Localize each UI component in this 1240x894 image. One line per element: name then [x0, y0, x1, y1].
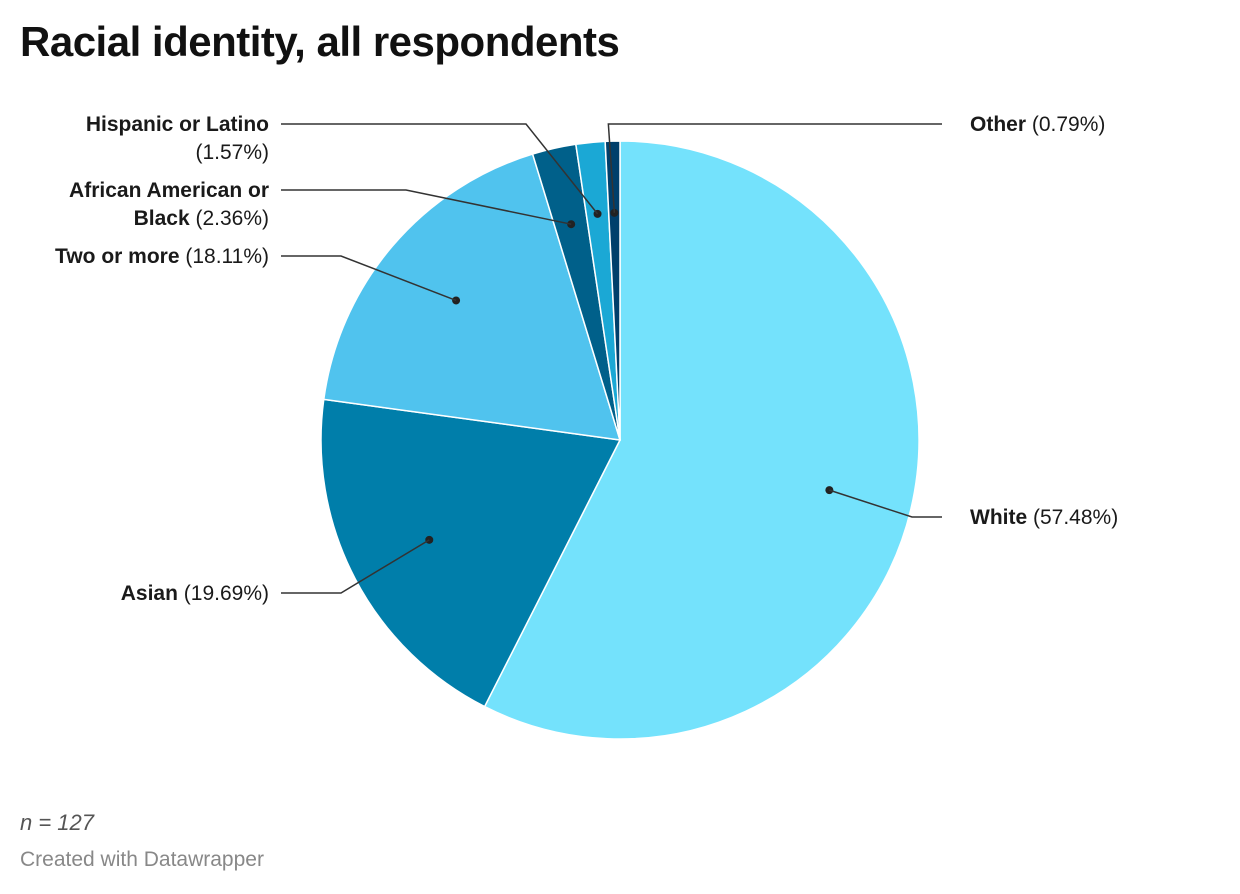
- slice-label-african-american-or-black: African American or: [69, 179, 269, 202]
- leader-line-african-american-or-black: [281, 189, 572, 225]
- leader-lines: [281, 123, 942, 594]
- slice-label-asian: Asian (19.69%): [121, 582, 269, 605]
- leader-line-other: [607, 123, 942, 213]
- slice-label-other: Other (0.79%): [970, 113, 1105, 136]
- leader-line-asian: [281, 539, 430, 594]
- pie-slice-white[interactable]: [483, 140, 920, 740]
- sample-size-note: n = 127: [20, 810, 95, 835]
- pie-slice-asian[interactable]: [320, 398, 622, 708]
- slice-value-african-american-or-black: Black (2.36%): [134, 207, 269, 230]
- slice-value-hispanic-or-latino: (1.57%): [195, 141, 269, 164]
- credit-link[interactable]: Created with Datawrapper: [20, 848, 264, 871]
- slice-label-hispanic-or-latino: Hispanic or Latino: [86, 113, 269, 136]
- pie-slice-two-or-more[interactable]: [322, 153, 622, 441]
- pie-slices: [320, 140, 920, 740]
- slice-labels: White (57.48%) Asian (19.69%) Two or more …: [55, 113, 1118, 605]
- chart-title: Racial identity, all respondents: [20, 18, 620, 65]
- slice-label-two-or-more: Two or more (18.11%): [55, 245, 269, 268]
- leader-line-two-or-more: [281, 255, 457, 302]
- leader-line-hispanic-or-latino: [281, 123, 599, 215]
- slice-label-white: White (57.48%): [970, 506, 1118, 529]
- leader-line-white: [829, 489, 942, 518]
